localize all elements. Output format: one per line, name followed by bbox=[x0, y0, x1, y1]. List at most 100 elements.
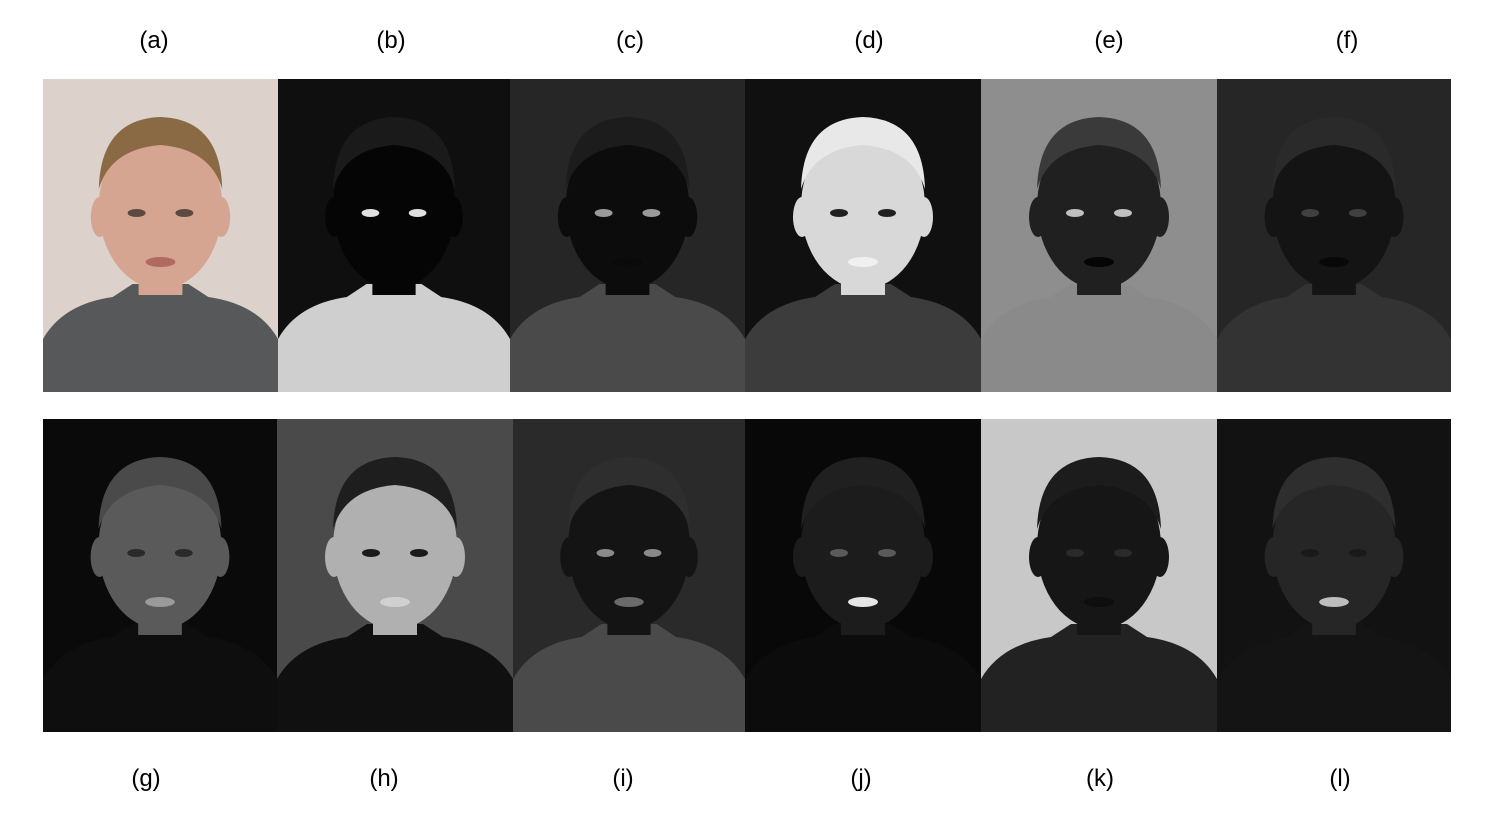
lips bbox=[145, 257, 176, 267]
panel-c bbox=[510, 79, 745, 392]
label-g: (g) bbox=[131, 765, 161, 792]
face bbox=[801, 465, 925, 629]
hair bbox=[1272, 457, 1396, 529]
right-eye bbox=[1114, 549, 1132, 557]
panel-e bbox=[981, 79, 1217, 392]
panel-b bbox=[278, 79, 510, 392]
sweater bbox=[278, 284, 510, 392]
right-eye bbox=[175, 209, 194, 217]
right-eye bbox=[408, 209, 427, 217]
portrait-k bbox=[981, 419, 1217, 732]
lips bbox=[1084, 597, 1114, 607]
hair bbox=[98, 117, 223, 189]
label-d: (d) bbox=[854, 27, 884, 54]
portrait-e bbox=[981, 79, 1217, 392]
hair bbox=[568, 457, 690, 529]
label-f: (f) bbox=[1335, 27, 1359, 54]
right-eye bbox=[878, 549, 896, 557]
portrait-d bbox=[745, 79, 981, 392]
face bbox=[801, 125, 925, 289]
hair bbox=[1037, 457, 1161, 529]
left-eye bbox=[830, 209, 848, 217]
panel-f bbox=[1217, 79, 1451, 392]
panel-j bbox=[745, 419, 981, 732]
right-eye bbox=[642, 209, 661, 217]
lips bbox=[379, 257, 409, 267]
label-h: (h) bbox=[369, 765, 399, 792]
hair bbox=[333, 457, 457, 529]
left-eye bbox=[361, 209, 380, 217]
panel-l bbox=[1217, 419, 1451, 732]
label-c: (c) bbox=[616, 27, 644, 54]
face bbox=[568, 465, 690, 629]
right-eye bbox=[410, 549, 428, 557]
left-eye bbox=[1301, 209, 1320, 217]
hair bbox=[565, 117, 690, 189]
lips bbox=[1084, 257, 1114, 267]
face bbox=[565, 125, 690, 289]
panel-k bbox=[981, 419, 1217, 732]
sweater bbox=[981, 284, 1217, 392]
left-eye bbox=[1066, 209, 1084, 217]
portrait-i bbox=[513, 419, 745, 732]
face bbox=[333, 465, 457, 629]
hair bbox=[1037, 117, 1161, 189]
sweater bbox=[981, 624, 1217, 732]
label-i: (i) bbox=[612, 765, 634, 792]
left-eye bbox=[1066, 549, 1084, 557]
left-eye bbox=[830, 549, 848, 557]
label-e: (e) bbox=[1094, 27, 1124, 54]
sweater bbox=[1217, 284, 1451, 392]
left-eye bbox=[1301, 549, 1320, 557]
left-eye bbox=[127, 549, 146, 557]
lips bbox=[848, 257, 878, 267]
lips bbox=[380, 597, 410, 607]
panel-h bbox=[277, 419, 513, 732]
lips bbox=[145, 597, 175, 607]
sweater bbox=[513, 624, 745, 732]
left-eye bbox=[596, 549, 615, 557]
lips bbox=[848, 597, 878, 607]
face bbox=[1037, 465, 1161, 629]
right-eye bbox=[174, 549, 193, 557]
sweater bbox=[1217, 624, 1451, 732]
sweater bbox=[277, 624, 513, 732]
face bbox=[333, 125, 455, 289]
label-j: (j) bbox=[850, 765, 872, 792]
sweater bbox=[510, 284, 745, 392]
portrait-f bbox=[1217, 79, 1451, 392]
panel-a bbox=[43, 79, 278, 392]
hair bbox=[333, 117, 455, 189]
sweater bbox=[745, 284, 981, 392]
left-eye bbox=[594, 209, 613, 217]
portrait-g bbox=[43, 419, 277, 732]
portrait-j bbox=[745, 419, 981, 732]
hair bbox=[801, 117, 925, 189]
label-b: (b) bbox=[376, 27, 406, 54]
label-k: (k) bbox=[1086, 765, 1114, 792]
panel-i bbox=[513, 419, 745, 732]
sweater bbox=[745, 624, 981, 732]
face bbox=[1037, 125, 1161, 289]
right-eye bbox=[643, 549, 662, 557]
face bbox=[98, 465, 222, 629]
right-eye bbox=[1348, 549, 1367, 557]
lips bbox=[612, 257, 643, 267]
portrait-a bbox=[43, 79, 278, 392]
sweater bbox=[43, 284, 278, 392]
left-eye bbox=[127, 209, 146, 217]
portrait-h bbox=[277, 419, 513, 732]
label-a: (a) bbox=[139, 27, 169, 54]
portrait-l bbox=[1217, 419, 1451, 732]
hair bbox=[801, 457, 925, 529]
left-eye bbox=[362, 549, 380, 557]
lips bbox=[1319, 257, 1349, 267]
portrait-b bbox=[278, 79, 510, 392]
right-eye bbox=[1348, 209, 1367, 217]
face bbox=[98, 125, 223, 289]
sweater bbox=[43, 624, 277, 732]
face bbox=[1272, 125, 1396, 289]
panel-d bbox=[745, 79, 981, 392]
face bbox=[1272, 465, 1396, 629]
right-eye bbox=[878, 209, 896, 217]
